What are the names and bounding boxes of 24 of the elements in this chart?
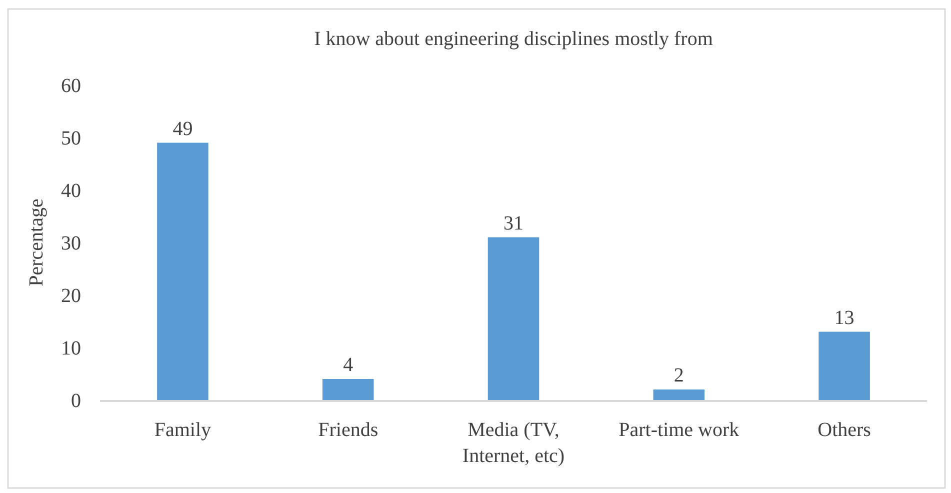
chart-title: I know about engineering disciplines mostly from [314, 28, 714, 50]
y-tick-label: 60 [61, 75, 81, 97]
data-label: 2 [674, 364, 684, 386]
bar [322, 379, 374, 400]
y-tick-label: 30 [61, 232, 81, 254]
x-tick-label: Part-time work [618, 418, 740, 441]
x-tick-label: Friends [318, 418, 378, 441]
bar [488, 237, 540, 400]
bar [818, 332, 870, 400]
data-label: 31 [504, 212, 524, 234]
y-tick-label: 20 [61, 285, 81, 307]
data-label: 4 [343, 354, 354, 376]
y-tick-label: 10 [61, 338, 81, 360]
data-label: 49 [172, 118, 193, 140]
y-tick-label: 40 [61, 180, 81, 202]
x-tick-label: Media (TV, Internet, etc) [462, 418, 565, 467]
x-tick-label: Family [154, 418, 212, 441]
x-tick-label: Others [818, 418, 872, 441]
y-axis-title: Percentage [26, 198, 48, 286]
y-tick-label: 50 [61, 128, 81, 150]
bar [653, 390, 705, 400]
bar [157, 142, 208, 400]
y-tick-label: 0 [71, 390, 81, 412]
data-label: 13 [834, 306, 854, 329]
